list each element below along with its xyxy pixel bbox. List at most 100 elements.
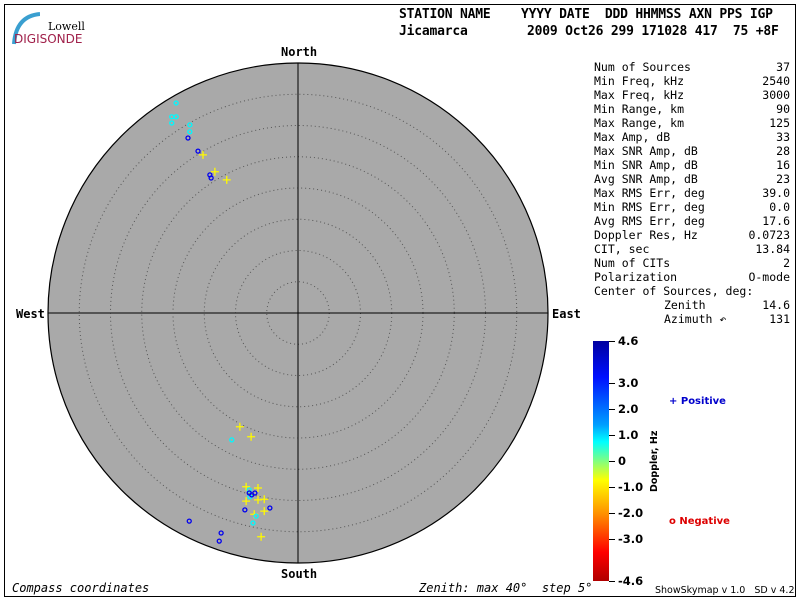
zenith-label: Zenith bbox=[664, 298, 706, 312]
stat-row: Max SNR Amp, dB 28 bbox=[594, 144, 790, 158]
source-negative-marker bbox=[195, 148, 201, 154]
stat-value: 90 bbox=[776, 102, 790, 116]
stat-label: CIT, sec bbox=[594, 242, 650, 256]
logo-arc-icon bbox=[12, 12, 40, 45]
source-positive-marker bbox=[235, 422, 244, 431]
stat-value: 2540 bbox=[762, 74, 790, 88]
stat-row: Max RMS Err, deg 39.0 bbox=[594, 186, 790, 200]
stat-value: 13.84 bbox=[755, 242, 790, 256]
station-name: Jicamarca bbox=[399, 24, 468, 39]
stat-value: 23 bbox=[776, 172, 790, 186]
stat-label: Max SNR Amp, dB bbox=[594, 144, 698, 158]
source-negative-marker bbox=[246, 487, 252, 493]
stat-label: Max Freq, kHz bbox=[594, 88, 685, 102]
source-positive-marker bbox=[199, 150, 207, 159]
footer-coordinates: Compass coordinates bbox=[12, 581, 150, 595]
colorbar-tick-label: -2.0 bbox=[618, 506, 644, 521]
stat-row: Max Amp, dB 33 bbox=[594, 130, 790, 144]
stat-label: Doppler Res, Hz bbox=[594, 228, 698, 242]
colorbar-tick bbox=[609, 461, 615, 462]
stat-row: Min RMS Err, deg 0.0 bbox=[594, 200, 790, 214]
source-positive-marker bbox=[260, 495, 269, 504]
colorbar-tick bbox=[609, 434, 615, 436]
stat-value: 33 bbox=[776, 130, 790, 144]
colorbar-tick bbox=[609, 408, 615, 410]
stat-row: Num of CITs 2 bbox=[594, 256, 790, 270]
colorbar bbox=[593, 341, 609, 581]
stat-label: Polarization bbox=[594, 270, 678, 284]
source-positive-marker bbox=[222, 175, 231, 184]
source-positive-marker bbox=[254, 484, 262, 492]
stat-value: 16 bbox=[776, 158, 790, 172]
colorbar-tick-label: 4.6 bbox=[618, 334, 639, 348]
stat-value: 2 bbox=[783, 256, 790, 270]
source-negative-marker bbox=[208, 175, 214, 181]
azimuth-value: 131 bbox=[769, 312, 790, 326]
stat-value: 0.0723 bbox=[748, 228, 790, 242]
center-azimuth: Azimuth ↶ 131 bbox=[594, 312, 790, 326]
colorbar-tick bbox=[609, 487, 615, 489]
stat-label: Max Amp, dB bbox=[594, 130, 671, 144]
legend-positive: + Positive bbox=[669, 396, 726, 407]
label-south: South bbox=[281, 567, 318, 581]
stat-value: 17.6 bbox=[762, 214, 790, 228]
colorbar-tick-label: -3.0 bbox=[618, 532, 644, 547]
source-negative-marker bbox=[173, 100, 179, 106]
azimuth-label: Azimuth ↶ bbox=[664, 312, 727, 326]
colorbar-tick-label: 3.0 bbox=[618, 375, 639, 390]
digisonde-logo: Lowell DIGISONDE bbox=[10, 10, 90, 50]
stat-label: Min Range, km bbox=[594, 102, 685, 116]
colorbar-tick-label: 0 bbox=[618, 454, 627, 468]
stat-row: Min SNR Amp, dB 16 bbox=[594, 158, 790, 172]
stat-row: Max Freq, kHz 3000 bbox=[594, 88, 790, 102]
stat-row: Doppler Res, Hz 0.0723 bbox=[594, 228, 790, 242]
colorbar-tick-label: 2.0 bbox=[618, 401, 639, 416]
source-positive-marker bbox=[257, 532, 266, 541]
stat-label: Avg SNR Amp, dB bbox=[594, 172, 698, 186]
stat-row: Max Range, km 125 bbox=[594, 116, 790, 130]
stat-row: Avg SNR Amp, dB 23 bbox=[594, 172, 790, 186]
colorbar-tick bbox=[609, 382, 615, 384]
logo-text-lowell: Lowell bbox=[48, 20, 85, 33]
stat-row: Polarization O-mode bbox=[594, 270, 790, 284]
center-zenith: Zenith 14.6 bbox=[594, 298, 790, 312]
source-negative-marker bbox=[242, 507, 248, 513]
stat-label: Max RMS Err, deg bbox=[594, 186, 705, 200]
center-title-text: Center of Sources, deg: bbox=[594, 284, 754, 298]
source-negative-marker bbox=[173, 114, 179, 120]
colorbar-tick-label: 1.0 bbox=[618, 427, 639, 442]
colorbar-tick-label: -4.6 bbox=[618, 574, 644, 588]
logo-text-digisonde: DIGISONDE bbox=[14, 32, 83, 46]
stat-value: O-mode bbox=[748, 270, 790, 284]
stat-value: 39.0 bbox=[762, 186, 790, 200]
stat-row: Num of Sources 37 bbox=[594, 60, 790, 74]
label-east: East bbox=[552, 307, 581, 321]
source-negative-marker bbox=[185, 135, 191, 141]
source-negative-marker bbox=[216, 538, 222, 544]
colorbar-tick-label: -1.0 bbox=[618, 480, 644, 495]
label-west: West bbox=[16, 307, 45, 321]
source-positive-marker bbox=[247, 432, 256, 441]
header-labels: STATION NAME YYYY DATE DDD HHMMSS AXN PP… bbox=[399, 7, 773, 22]
source-positive-marker bbox=[242, 497, 251, 506]
colorbar-tick bbox=[609, 341, 615, 342]
zenith-value: 14.6 bbox=[762, 298, 790, 312]
header-values: 2009 Oct26 299 171028 417 75 +8F bbox=[527, 24, 779, 39]
legend-negative: o Negative bbox=[669, 516, 730, 527]
colorbar-tick bbox=[609, 581, 615, 582]
stat-label: Min SNR Amp, dB bbox=[594, 158, 698, 172]
footer-version: ShowSkymap v 1.0 SD v 4.2 bbox=[655, 585, 795, 596]
source-negative-marker bbox=[187, 122, 193, 128]
stat-value: 28 bbox=[776, 144, 790, 158]
frame bbox=[4, 4, 796, 597]
stat-row: CIT, sec 13.84 bbox=[594, 242, 790, 256]
footer-zenith: Zenith: max 40° step 5° bbox=[419, 581, 593, 595]
source-negative-marker bbox=[267, 505, 273, 511]
source-positive-marker bbox=[210, 167, 219, 176]
colorbar-tick bbox=[609, 513, 615, 515]
center-title: Center of Sources, deg: bbox=[594, 284, 790, 298]
colorbar-tick bbox=[609, 539, 615, 541]
stat-label: Min RMS Err, deg bbox=[594, 200, 705, 214]
source-negative-marker bbox=[187, 129, 193, 135]
